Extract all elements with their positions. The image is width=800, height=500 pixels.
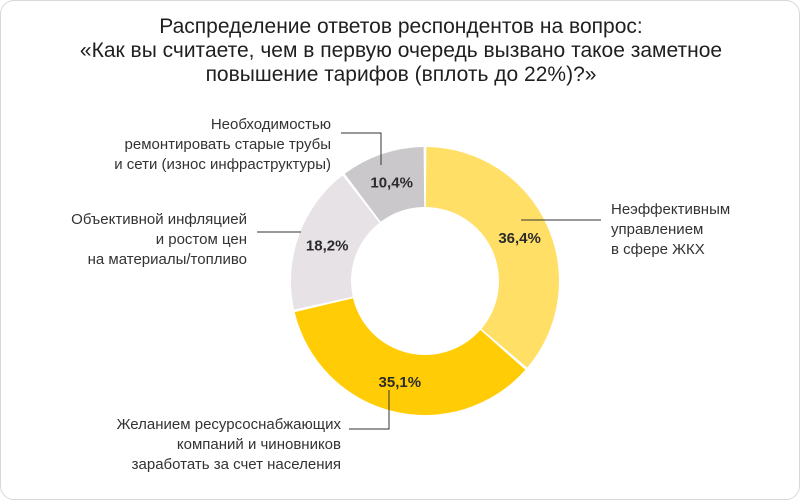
data-label: 10,4% [370,174,413,191]
data-label: 35,1% [379,374,422,391]
leader-line [341,132,382,165]
slice-inflation [291,175,380,310]
category-label: Неэффективным управлением в сфере ЖКХ [611,201,730,258]
data-label: 36,4% [498,230,541,247]
category-label: Желанием ресурсоснабжающих компаний и чин… [117,416,342,473]
slice-resource-companies [294,298,526,415]
leader-line [349,390,390,430]
title-line-2: «Как вы считаете, чем в первую очередь в… [79,39,723,62]
slice-infrastructure [344,147,425,222]
category-label: Объективной инфляцией и ростом цен на мате… [71,211,247,268]
category-label: Необходимостью ремонтировать старые трубы… [114,116,331,173]
data-label: 18,2% [306,238,349,255]
title-line-3: повышение тарифов (вплоть до 22%)?» [205,63,597,86]
slice-ineffective-management [425,147,559,368]
chart-title: Распределение ответов респондентов на во… [1,15,799,87]
title-line-1: Распределение ответов респондентов на во… [159,15,643,38]
